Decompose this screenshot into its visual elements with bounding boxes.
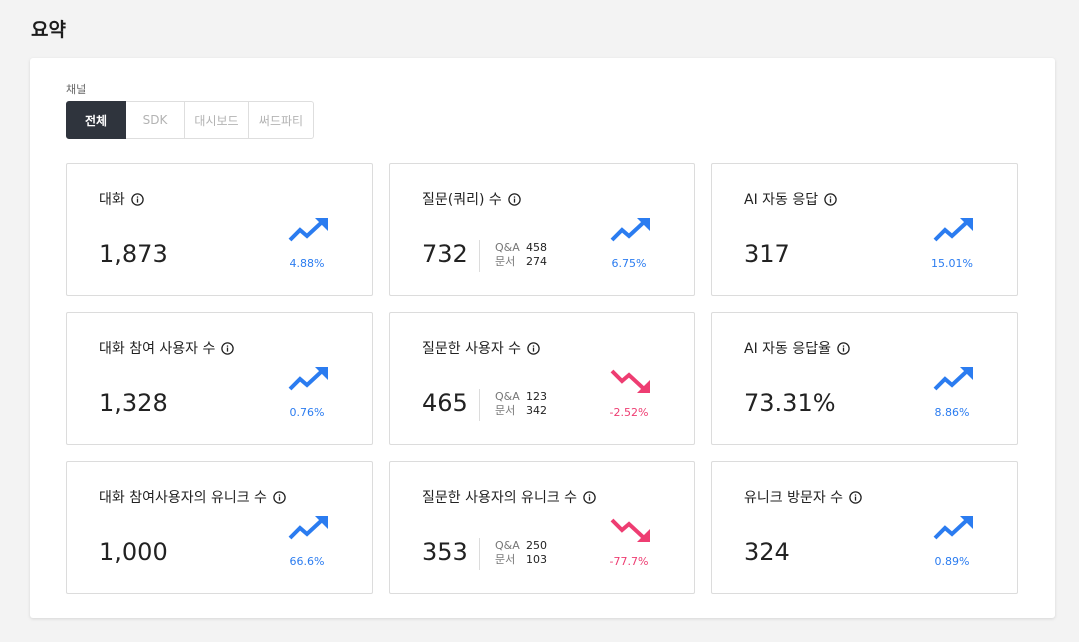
card-value: 73.31% (744, 389, 836, 417)
metric-card-questioning-users: 질문한 사용자 수 465 Q&A 123 문서 342 -2.52% (389, 312, 695, 445)
breakdown-label: Q&A (495, 241, 520, 254)
breakdown: Q&A 250 문서 103 (495, 539, 547, 567)
breakdown-value: 458 (526, 241, 547, 254)
info-icon[interactable] (824, 192, 837, 206)
change-percent: 0.76% (289, 406, 325, 419)
trend-up-icon (288, 218, 328, 244)
tab-all[interactable]: 전체 (66, 101, 126, 139)
change-percent: 0.89% (934, 555, 970, 568)
trend-up-icon (933, 218, 973, 244)
metric-card-unique-visitors: 유니크 방문자 수 324 0.89% (711, 461, 1018, 594)
metric-card-conversation-users: 대화 참여 사용자 수 1,328 0.76% (66, 312, 373, 445)
breakdown-value: 103 (526, 553, 547, 566)
metric-card-ai-response-rate: AI 자동 응답율 73.31% 8.86% (711, 312, 1018, 445)
trend-down-icon (610, 516, 650, 542)
info-icon[interactable] (527, 341, 540, 355)
change-percent: 8.86% (934, 406, 970, 419)
card-value: 732 (422, 240, 468, 268)
breakdown: Q&A 123 문서 342 (495, 390, 547, 418)
channel-filter-label: 채널 (66, 83, 87, 96)
breakdown: Q&A 458 문서 274 (495, 241, 547, 269)
card-title: 질문한 사용자의 유니크 수 (422, 490, 578, 506)
card-title: AI 자동 응답율 (744, 341, 832, 357)
info-icon[interactable] (508, 192, 521, 206)
change-percent: 4.88% (289, 257, 325, 270)
change-percent: 66.6% (289, 555, 325, 568)
value-divider (479, 389, 480, 421)
breakdown-label: Q&A (495, 539, 520, 552)
card-title: 유니크 방문자 수 (744, 490, 844, 506)
breakdown-label: Q&A (495, 390, 520, 403)
info-icon[interactable] (273, 490, 286, 504)
metric-card-conversations: 대화 1,873 4.88% (66, 163, 373, 296)
metric-card-unique-questioning-users: 질문한 사용자의 유니크 수 353 Q&A 250 문서 103 -77.7% (389, 461, 695, 594)
card-value: 324 (744, 538, 790, 566)
info-icon[interactable] (849, 490, 862, 504)
card-value: 1,000 (99, 538, 168, 566)
trend-up-icon (933, 516, 973, 542)
card-title: 질문한 사용자 수 (422, 341, 522, 357)
change-percent: 6.75% (611, 257, 647, 270)
card-value: 1,328 (99, 389, 168, 417)
card-value: 317 (744, 240, 790, 268)
tab-sdk[interactable]: SDK (126, 101, 185, 139)
page-title: 요약 (31, 19, 66, 41)
card-value: 465 (422, 389, 468, 417)
tab-dashboard[interactable]: 대시보드 (185, 101, 249, 139)
value-divider (479, 240, 480, 272)
info-icon[interactable] (583, 490, 596, 504)
breakdown-label: 문서 (495, 404, 516, 417)
breakdown-value: 274 (526, 255, 547, 268)
value-divider (479, 538, 480, 570)
trend-up-icon (288, 516, 328, 542)
trend-up-icon (288, 367, 328, 393)
info-icon[interactable] (131, 192, 144, 206)
trend-up-icon (610, 218, 650, 244)
metric-card-queries: 질문(쿼리) 수 732 Q&A 458 문서 274 6.75% (389, 163, 695, 296)
card-value: 353 (422, 538, 468, 566)
breakdown-label: 문서 (495, 255, 516, 268)
trend-down-icon (610, 367, 650, 393)
channel-tabs: 전체 SDK 대시보드 써드파티 (66, 101, 314, 139)
info-icon[interactable] (837, 341, 850, 355)
breakdown-value: 342 (526, 404, 547, 417)
card-title: 대화 (99, 192, 125, 208)
card-title: 대화 참여 사용자 수 (99, 341, 216, 357)
card-title: AI 자동 응답 (744, 192, 819, 208)
trend-up-icon (933, 367, 973, 393)
card-value: 1,873 (99, 240, 168, 268)
change-percent: 15.01% (931, 257, 973, 270)
change-percent: -77.7% (609, 555, 649, 568)
info-icon[interactable] (221, 341, 235, 355)
tab-third-party[interactable]: 써드파티 (249, 101, 314, 139)
breakdown-value: 123 (526, 390, 547, 403)
metric-grid: 대화 1,873 4.88% 질문(쿼리) 수 732 Q&A 458 문서 274… (66, 163, 1018, 594)
card-title: 질문(쿼리) 수 (422, 192, 502, 208)
breakdown-label: 문서 (495, 553, 516, 566)
summary-panel: 채널 전체 SDK 대시보드 써드파티 대화 1,873 4.88% 질문(쿼리… (30, 58, 1055, 618)
metric-card-unique-conversation-users: 대화 참여사용자의 유니크 수 1,000 66.6% (66, 461, 373, 594)
breakdown-value: 250 (526, 539, 547, 552)
card-title: 대화 참여사용자의 유니크 수 (99, 490, 267, 506)
metric-card-ai-responses: AI 자동 응답 317 15.01% (711, 163, 1018, 296)
change-percent: -2.52% (609, 406, 649, 419)
